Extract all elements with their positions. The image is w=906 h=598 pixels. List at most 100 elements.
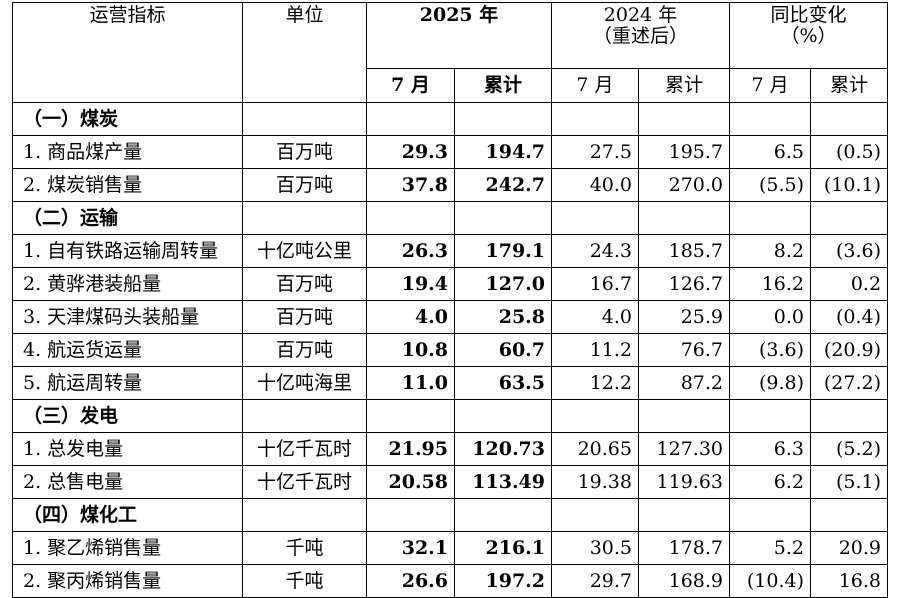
row-label: 2. 聚丙烯销售量 xyxy=(12,564,243,598)
value-yoy-cumulative: (27.2) xyxy=(810,366,889,400)
value-2024-month: 27.5 xyxy=(551,135,639,169)
empty-cell xyxy=(810,201,889,235)
value-yoy-cumulative: (5.2) xyxy=(810,432,889,466)
row-unit: 十亿吨公里 xyxy=(242,234,367,268)
value-2024-cumulative: 270.0 xyxy=(637,168,731,202)
value-2024-cumulative: 185.7 xyxy=(637,234,731,268)
value-2025-month: 4.0 xyxy=(366,300,455,334)
table-row: 1. 总发电量 十亿千瓦时 21.95 120.73 20.65 127.30 6.3 (5.… xyxy=(12,432,889,466)
value-2025-cumulative: 197.2 xyxy=(454,564,552,598)
value-2024-month: 40.0 xyxy=(551,168,639,202)
header-2024-month: 7 月 xyxy=(551,68,639,103)
value-2024-cumulative: 87.2 xyxy=(637,366,731,400)
empty-cell xyxy=(242,399,367,433)
value-2024-cumulative: 25.9 xyxy=(637,300,731,334)
value-2024-cumulative: 126.7 xyxy=(637,267,731,301)
empty-cell xyxy=(454,498,552,532)
value-2025-month: 26.6 xyxy=(366,564,455,598)
header-unit: 单位 xyxy=(242,2,367,103)
table-row: 2. 总售电量 十亿千瓦时 20.58 113.49 19.38 119.63 6.2 (5.… xyxy=(12,465,889,499)
value-yoy-cumulative: 16.8 xyxy=(810,564,889,598)
value-yoy-month: (10.4) xyxy=(729,564,812,598)
operating-data-table: 运营指标 单位 2025 年 2024 年 （重述后） 同比变化 （%） 7 月… xyxy=(12,2,889,598)
value-2025-cumulative: 25.8 xyxy=(454,300,552,334)
table-row: 3. 天津煤码头装船量 百万吨 4.0 25.8 4.0 25.9 0.0 (0.4) xyxy=(12,300,889,334)
value-2024-month: 29.7 xyxy=(551,564,639,598)
table-row: 1. 聚乙烯销售量 千吨 32.1 216.1 30.5 178.7 5.2 20.9 xyxy=(12,531,889,565)
table-row: 5. 航运周转量 十亿吨海里 11.0 63.5 12.2 87.2 (9.8) (27.2) xyxy=(12,366,889,400)
empty-cell xyxy=(729,399,812,433)
empty-cell xyxy=(366,498,455,532)
header-yoy-cumulative: 累计 xyxy=(810,68,889,103)
value-yoy-cumulative: (3.6) xyxy=(810,234,889,268)
header-yoy-month: 7 月 xyxy=(729,68,812,103)
row-label: 4. 航运货运量 xyxy=(12,333,243,367)
value-yoy-month: 5.2 xyxy=(729,531,812,565)
row-label: 2. 总售电量 xyxy=(12,465,243,499)
value-2024-month: 19.38 xyxy=(551,465,639,499)
value-2024-cumulative: 178.7 xyxy=(637,531,731,565)
empty-cell xyxy=(242,498,367,532)
row-unit: 千吨 xyxy=(242,531,367,565)
empty-cell xyxy=(810,498,889,532)
value-2025-cumulative: 179.1 xyxy=(454,234,552,268)
value-yoy-month: 6.2 xyxy=(729,465,812,499)
row-unit: 千吨 xyxy=(242,564,367,598)
row-unit: 百万吨 xyxy=(242,267,367,301)
header-2024-restated: （重述后） xyxy=(593,24,689,47)
header-yoy-title: 同比变化 xyxy=(770,4,847,26)
header-2025: 2025 年 xyxy=(366,2,552,69)
value-2024-cumulative: 119.63 xyxy=(637,465,731,499)
section-title: （三）发电 xyxy=(12,399,243,433)
empty-cell xyxy=(551,498,639,532)
value-2025-month: 11.0 xyxy=(366,366,455,400)
section-row: （三）发电 xyxy=(12,399,889,433)
row-label: 1. 自有铁路运输周转量 xyxy=(12,234,243,268)
section-row: （二）运输 xyxy=(12,201,889,235)
section-row: （四）煤化工 xyxy=(12,498,889,532)
empty-cell xyxy=(637,399,731,433)
value-yoy-month: (3.6) xyxy=(729,333,812,367)
value-yoy-cumulative: 0.2 xyxy=(810,267,889,301)
value-2025-month: 21.95 xyxy=(366,432,455,466)
table-row: 1. 商品煤产量 百万吨 29.3 194.7 27.5 195.7 6.5 (0.5) xyxy=(12,135,889,169)
value-2025-cumulative: 127.0 xyxy=(454,267,552,301)
value-2024-month: 24.3 xyxy=(551,234,639,268)
value-2025-month: 19.4 xyxy=(366,267,455,301)
row-label: 5. 航运周转量 xyxy=(12,366,243,400)
value-2024-cumulative: 168.9 xyxy=(637,564,731,598)
value-2025-cumulative: 194.7 xyxy=(454,135,552,169)
header-2025-cumulative: 累计 xyxy=(454,68,552,103)
empty-cell xyxy=(454,399,552,433)
table-row: 1. 自有铁路运输周转量 十亿吨公里 26.3 179.1 24.3 185.7 8.2 (3… xyxy=(12,234,889,268)
table-row: 4. 航运货运量 百万吨 10.8 60.7 11.2 76.7 (3.6) (20.9) xyxy=(12,333,889,367)
value-2024-month: 11.2 xyxy=(551,333,639,367)
empty-cell xyxy=(366,201,455,235)
header-2025-month: 7 月 xyxy=(366,68,455,103)
empty-cell xyxy=(366,102,455,136)
row-label: 1. 总发电量 xyxy=(12,432,243,466)
empty-cell xyxy=(729,102,812,136)
value-2025-cumulative: 242.7 xyxy=(454,168,552,202)
value-2025-cumulative: 216.1 xyxy=(454,531,552,565)
value-2025-cumulative: 63.5 xyxy=(454,366,552,400)
table-row: 2. 聚丙烯销售量 千吨 26.6 197.2 29.7 168.9 (10.4) 16.8 xyxy=(12,564,889,598)
header-indicator: 运营指标 xyxy=(12,2,243,103)
empty-cell xyxy=(810,399,889,433)
value-yoy-month: 6.3 xyxy=(729,432,812,466)
header-2024-year: 2024 年 xyxy=(603,4,678,26)
empty-cell xyxy=(551,201,639,235)
header-2024: 2024 年 （重述后） xyxy=(550,2,731,69)
empty-cell xyxy=(810,102,889,136)
section-title: （四）煤化工 xyxy=(12,498,243,532)
row-unit: 十亿千瓦时 xyxy=(242,465,367,499)
value-yoy-cumulative: (5.1) xyxy=(810,465,889,499)
row-label: 2. 煤炭销售量 xyxy=(12,168,243,202)
table-row: 2. 煤炭销售量 百万吨 37.8 242.7 40.0 270.0 (5.5) (10.1) xyxy=(12,168,889,202)
value-2025-month: 32.1 xyxy=(366,531,455,565)
section-row: （一）煤炭 xyxy=(12,102,889,136)
table-row: 2. 黄骅港装船量 百万吨 19.4 127.0 16.7 126.7 16.2 0.2 xyxy=(12,267,889,301)
value-2024-cumulative: 127.30 xyxy=(637,432,731,466)
value-yoy-month: 6.5 xyxy=(729,135,812,169)
empty-cell xyxy=(551,102,639,136)
